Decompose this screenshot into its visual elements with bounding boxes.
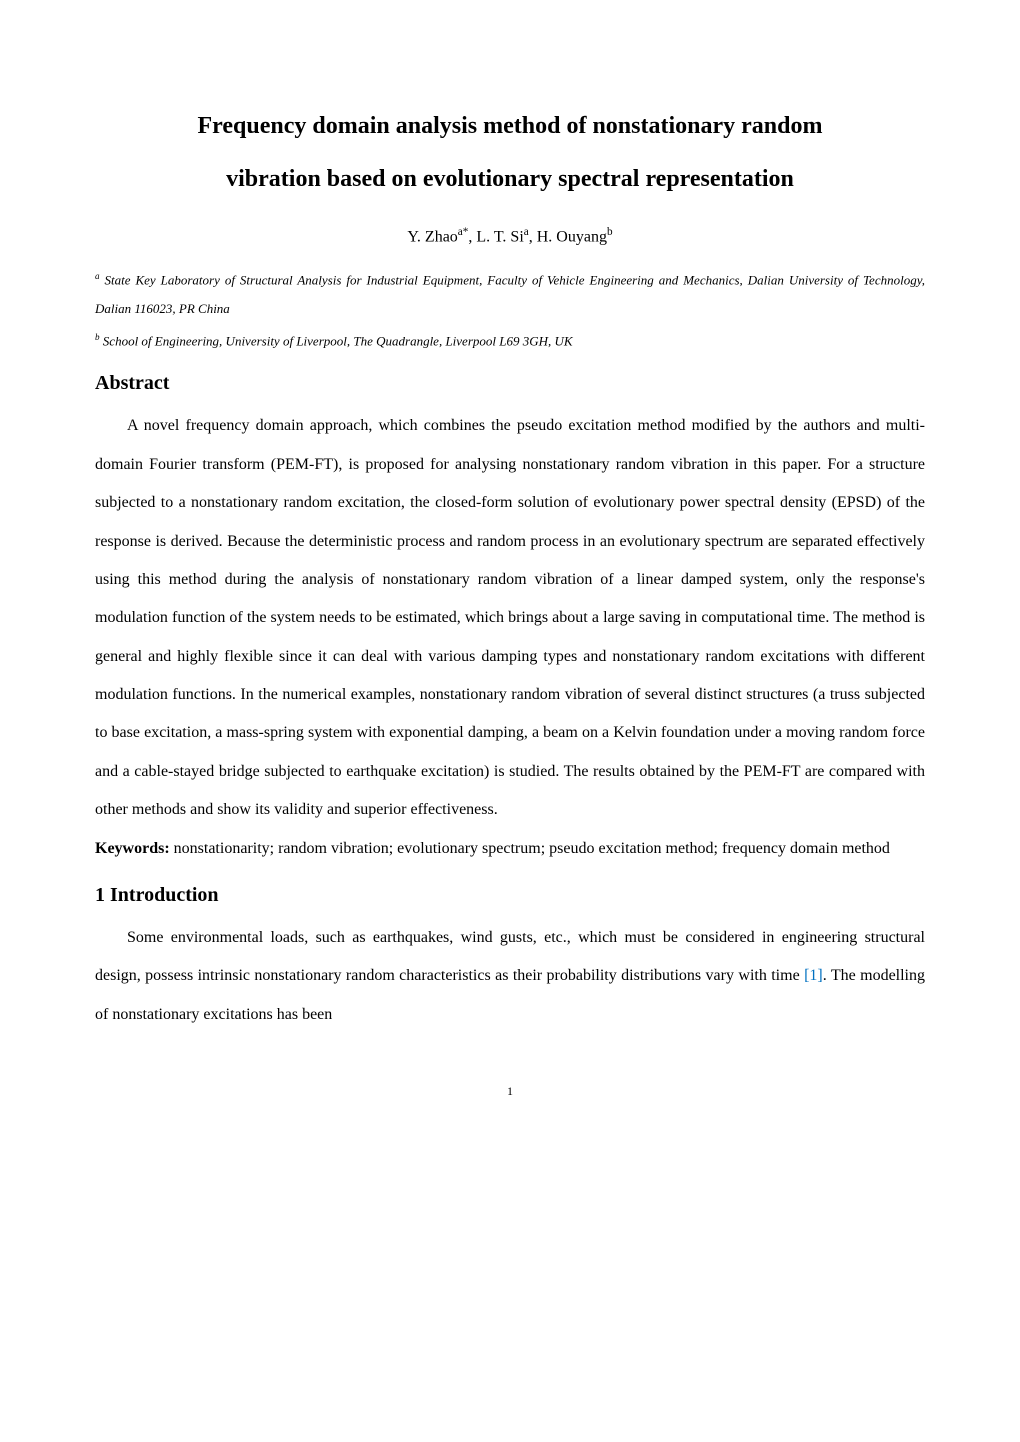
page-number: 1 bbox=[95, 1084, 925, 1099]
title-line-1: Frequency domain analysis method of nons… bbox=[198, 113, 823, 139]
keywords-label: Keywords: bbox=[95, 840, 174, 857]
abstract-text: A novel frequency domain approach, which… bbox=[95, 407, 925, 829]
author-2: , L. T. Si bbox=[468, 228, 523, 245]
reference-link-1[interactable]: [1] bbox=[804, 967, 823, 984]
intro-before-ref: Some environmental loads, such as earthq… bbox=[95, 929, 925, 984]
affiliation-a-text: State Key Laboratory of Structural Analy… bbox=[95, 272, 925, 316]
abstract-heading: Abstract bbox=[95, 372, 925, 395]
authors-line: Y. Zhaoa*, L. T. Sia, H. Ouyangb bbox=[95, 226, 925, 246]
affiliation-b-text: School of Engineering, University of Liv… bbox=[100, 334, 573, 349]
keywords-line: Keywords: nonstationarity; random vibrat… bbox=[95, 830, 925, 868]
author-3-sup: b bbox=[607, 226, 613, 238]
title-line-2: vibration based on evolutionary spectral… bbox=[226, 166, 794, 192]
keywords-text: nonstationarity; random vibration; evolu… bbox=[174, 840, 890, 857]
author-3: , H. Ouyang bbox=[529, 228, 607, 245]
introduction-text: Some environmental loads, such as earthq… bbox=[95, 919, 925, 1034]
affiliation-a: a State Key Laboratory of Structural Ana… bbox=[95, 266, 925, 324]
introduction-heading: 1 Introduction bbox=[95, 884, 925, 907]
paper-title: Frequency domain analysis method of nons… bbox=[95, 100, 925, 206]
author-1-sup: a* bbox=[458, 226, 469, 238]
affiliation-b: b School of Engineering, University of L… bbox=[95, 327, 925, 356]
author-1: Y. Zhao bbox=[407, 228, 457, 245]
